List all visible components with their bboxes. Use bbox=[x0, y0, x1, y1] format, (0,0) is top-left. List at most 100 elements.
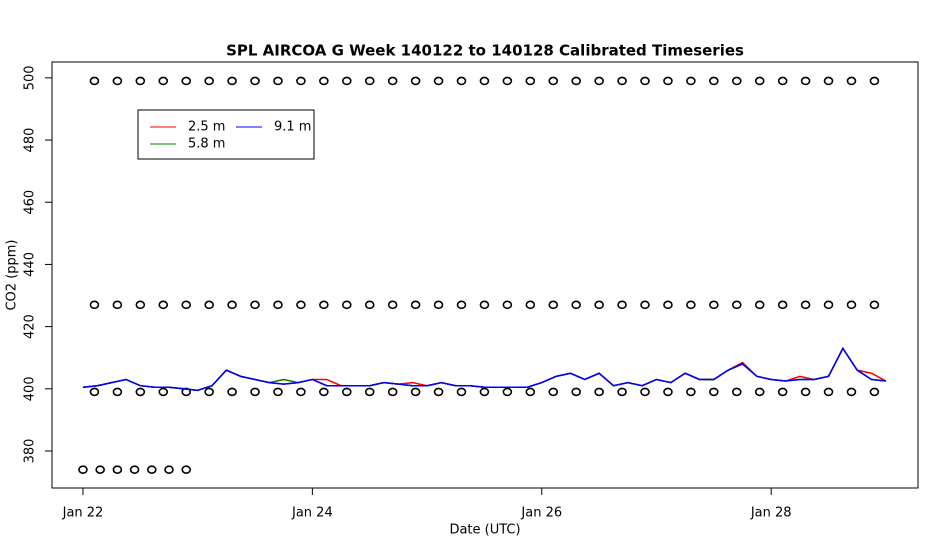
calibration-point bbox=[777, 387, 788, 397]
x-tick-label: Jan 28 bbox=[750, 506, 792, 521]
calibration-point bbox=[571, 76, 581, 86]
calibration-point bbox=[158, 387, 169, 397]
calibration-point bbox=[525, 76, 536, 86]
series-line bbox=[82, 346, 886, 392]
calibration-point bbox=[433, 300, 444, 310]
calibration-point bbox=[617, 76, 627, 86]
calibration-point bbox=[663, 387, 673, 397]
calibration-point bbox=[319, 76, 329, 86]
calibration-point bbox=[204, 387, 214, 397]
calibration-point bbox=[296, 76, 306, 86]
calibration-point bbox=[387, 300, 398, 310]
y-tick-label: 480 bbox=[23, 128, 38, 153]
calibration-point bbox=[112, 465, 123, 474]
calibration-point bbox=[846, 76, 857, 86]
calibration-point bbox=[846, 300, 857, 310]
y-tick-label: 420 bbox=[23, 314, 38, 339]
calibration-point bbox=[823, 387, 834, 397]
calibration-point bbox=[135, 300, 146, 310]
calibration-point bbox=[731, 300, 742, 310]
calibration-point bbox=[846, 387, 857, 397]
calibration-point bbox=[158, 76, 169, 86]
calibration-point bbox=[273, 300, 283, 310]
calibration-point bbox=[823, 300, 834, 310]
calibration-point bbox=[571, 300, 581, 310]
calibration-point bbox=[158, 300, 169, 310]
calibration-point bbox=[250, 76, 260, 86]
calibration-point bbox=[731, 387, 742, 397]
calibration-point bbox=[800, 300, 811, 310]
calibration-point bbox=[410, 300, 421, 310]
calibration-point bbox=[89, 300, 100, 310]
x-axis-label: Date (UTC) bbox=[449, 523, 520, 538]
calibration-point bbox=[112, 300, 123, 310]
calibration-point bbox=[869, 300, 880, 310]
calibration-point bbox=[364, 300, 375, 310]
calibration-point bbox=[250, 300, 260, 310]
calibration-point bbox=[800, 387, 811, 397]
calibration-point bbox=[89, 387, 100, 397]
calibration-point bbox=[296, 387, 306, 397]
calibration-point bbox=[686, 387, 696, 397]
calibration-point bbox=[410, 387, 421, 397]
calibration-point bbox=[78, 465, 88, 474]
calibration-point bbox=[754, 300, 765, 310]
calibration-point bbox=[410, 76, 421, 86]
calibration-point bbox=[181, 76, 192, 86]
calibration-point bbox=[146, 465, 157, 474]
x-tick-label: Jan 26 bbox=[520, 506, 562, 521]
series-line bbox=[82, 346, 886, 392]
calibration-point bbox=[227, 387, 237, 397]
calibration-point bbox=[433, 387, 444, 397]
x-tick-label: Jan 22 bbox=[62, 506, 104, 521]
calibration-point bbox=[686, 76, 696, 86]
calibration-point bbox=[502, 300, 513, 310]
calibration-point bbox=[273, 387, 283, 397]
calibration-point bbox=[273, 76, 283, 86]
y-tick-label: 440 bbox=[23, 252, 38, 277]
y-tick-label: 400 bbox=[23, 376, 38, 401]
calibration-point bbox=[479, 300, 490, 310]
calibration-point bbox=[686, 300, 696, 310]
calibration-point bbox=[227, 76, 237, 86]
calibration-point bbox=[387, 387, 398, 397]
calibration-point bbox=[204, 300, 214, 310]
calibration-point bbox=[548, 76, 559, 86]
calibration-point bbox=[129, 465, 140, 474]
calibration-point bbox=[617, 387, 627, 397]
calibration-point bbox=[204, 76, 214, 86]
calibration-point bbox=[479, 76, 490, 86]
calibration-point bbox=[456, 387, 467, 397]
calibration-point bbox=[341, 76, 352, 86]
calibration-point bbox=[640, 300, 650, 310]
calibration-point bbox=[754, 76, 765, 86]
calibration-point bbox=[456, 300, 467, 310]
calibration-point bbox=[571, 387, 581, 397]
calibration-point bbox=[135, 387, 146, 397]
calibration-point bbox=[227, 300, 237, 310]
calibration-point bbox=[341, 387, 352, 397]
calibration-point bbox=[250, 387, 260, 397]
legend-label: 2.5 m bbox=[188, 120, 225, 135]
legend-box bbox=[137, 109, 315, 160]
calibration-point bbox=[754, 387, 765, 397]
y-tick-label: 500 bbox=[23, 65, 38, 90]
calibration-point bbox=[663, 76, 673, 86]
calibration-point bbox=[640, 387, 650, 397]
y-axis-label: CO2 (ppm) bbox=[5, 239, 20, 310]
calibration-point bbox=[364, 387, 375, 397]
x-tick-label: Jan 24 bbox=[291, 506, 333, 521]
calibration-point bbox=[869, 387, 880, 397]
calibration-point bbox=[777, 300, 788, 310]
calibration-point bbox=[319, 300, 329, 310]
calibration-point bbox=[319, 387, 329, 397]
calibration-point bbox=[525, 387, 536, 397]
calibration-point bbox=[823, 76, 834, 86]
calibration-point bbox=[709, 387, 719, 397]
calibration-point bbox=[594, 76, 604, 86]
calibration-point bbox=[181, 465, 192, 474]
calibration-point bbox=[95, 465, 105, 474]
calibration-point bbox=[594, 387, 604, 397]
calibration-point bbox=[89, 76, 100, 86]
